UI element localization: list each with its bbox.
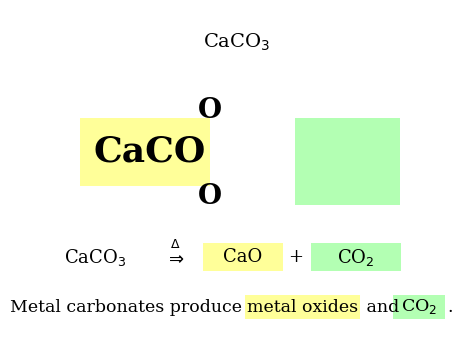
Text: CaCO$_3$: CaCO$_3$ <box>64 246 126 268</box>
Text: .: . <box>447 299 453 316</box>
Text: CaO: CaO <box>223 248 263 266</box>
FancyBboxPatch shape <box>393 295 445 319</box>
Text: $\Delta$: $\Delta$ <box>170 237 180 251</box>
Text: metal oxides: metal oxides <box>247 299 358 316</box>
FancyBboxPatch shape <box>203 243 283 271</box>
Text: CO$_2$: CO$_2$ <box>401 297 437 317</box>
FancyBboxPatch shape <box>295 118 400 205</box>
Text: CO$_2$: CO$_2$ <box>337 246 375 268</box>
Text: +: + <box>289 248 303 266</box>
FancyBboxPatch shape <box>311 243 401 271</box>
Text: O: O <box>198 184 222 211</box>
Text: CaCO$_3$: CaCO$_3$ <box>203 31 271 53</box>
Text: Metal carbonates produce: Metal carbonates produce <box>10 299 247 316</box>
Text: O: O <box>198 97 222 124</box>
FancyBboxPatch shape <box>245 295 360 319</box>
Text: CaCO: CaCO <box>94 135 206 169</box>
FancyBboxPatch shape <box>80 118 210 186</box>
Text: $\Rightarrow$: $\Rightarrow$ <box>165 249 185 267</box>
Text: and: and <box>361 299 405 316</box>
